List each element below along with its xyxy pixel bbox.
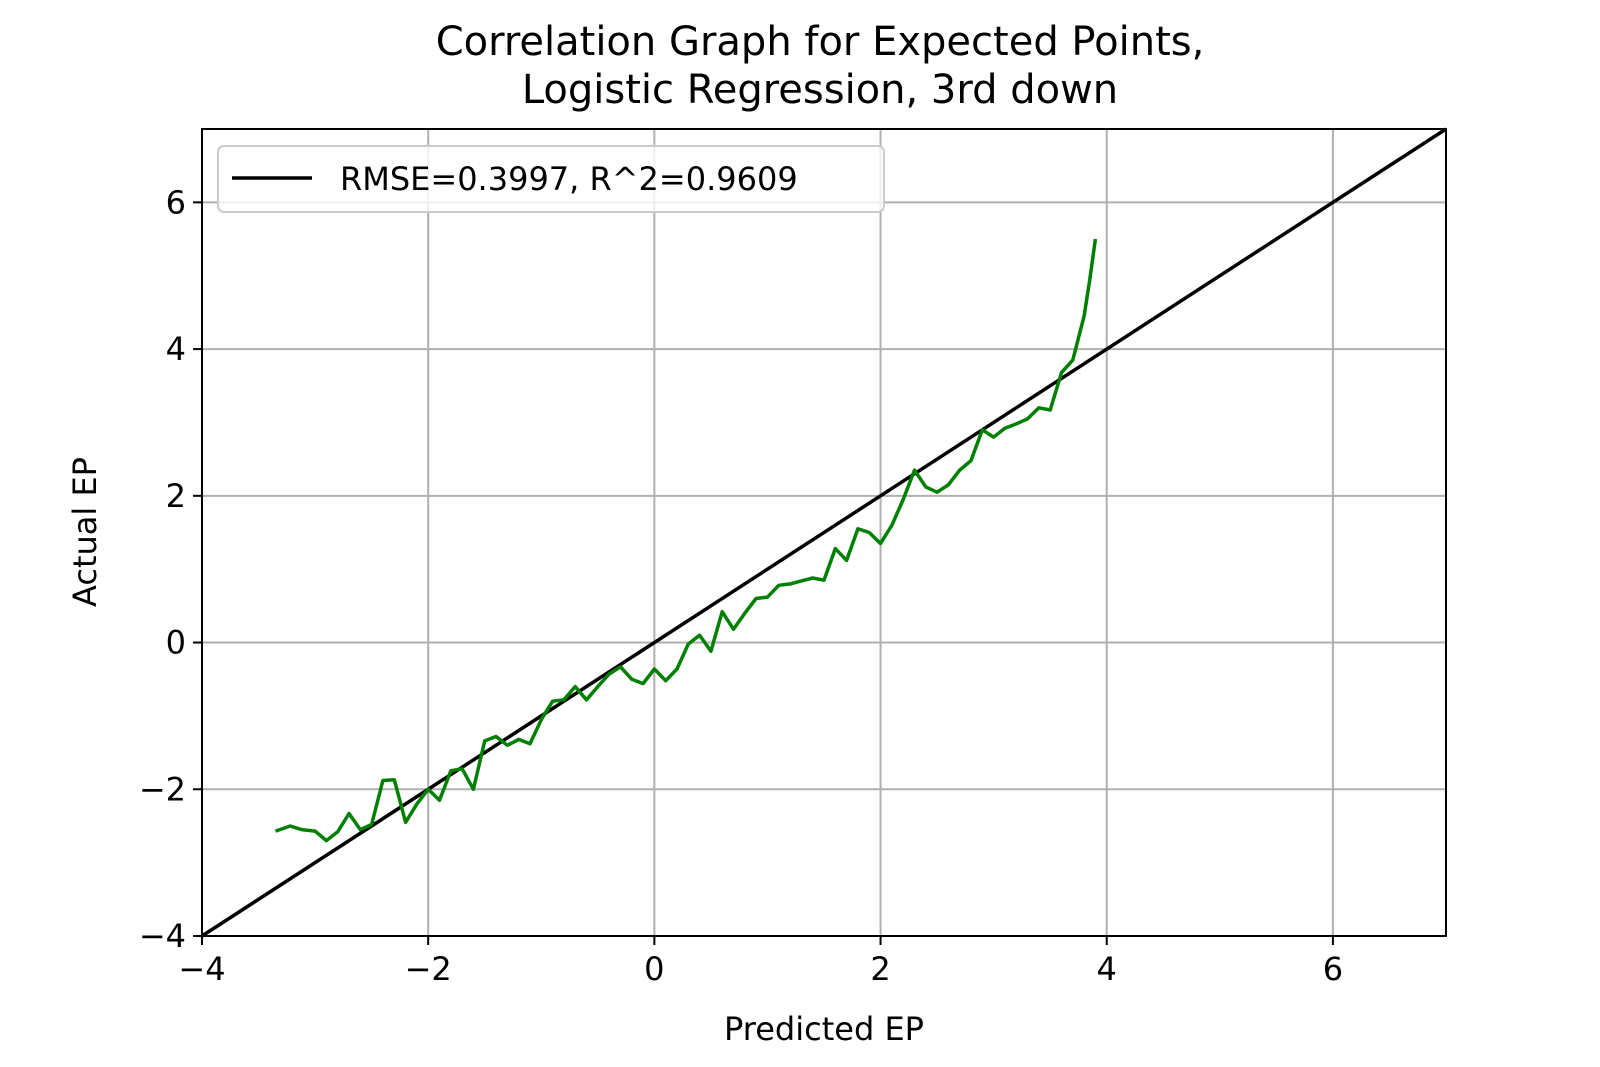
legend-label: RMSE=0.3997, R^2=0.9609 [340, 160, 798, 198]
x-tick-label: −4 [178, 950, 225, 988]
y-axis-ticks: −4 −2 0 2 4 6 [139, 183, 202, 955]
ep-correlation-line [274, 238, 1098, 843]
y-tick-label: −4 [139, 917, 186, 955]
x-axis-label: Predicted EP [724, 1010, 924, 1048]
x-tick-label: 0 [644, 950, 664, 988]
legend: RMSE=0.3997, R^2=0.9609 [217, 145, 885, 213]
x-tick-label: 2 [870, 950, 890, 988]
x-tick-label: 4 [1097, 950, 1117, 988]
reference-line [201, 127, 1447, 938]
y-tick-label: 2 [166, 477, 186, 515]
y-tick-label: 6 [166, 183, 186, 221]
x-tick-label: 6 [1323, 950, 1343, 988]
chart-title-line-1: Correlation Graph for Expected Points, [436, 19, 1205, 65]
legend-box [217, 145, 885, 213]
y-tick-label: 4 [166, 330, 186, 368]
y-axis-label: Actual EP [66, 457, 104, 607]
x-axis-ticks: −4 −2 0 2 4 6 [178, 936, 1343, 988]
y-tick-label: 0 [166, 624, 186, 662]
plot-frame [201, 128, 1447, 937]
y-tick-label: −2 [139, 770, 186, 808]
chart-title-line-2: Logistic Regression, 3rd down [522, 67, 1118, 113]
series-layer [201, 127, 1447, 938]
x-tick-label: −2 [405, 950, 452, 988]
